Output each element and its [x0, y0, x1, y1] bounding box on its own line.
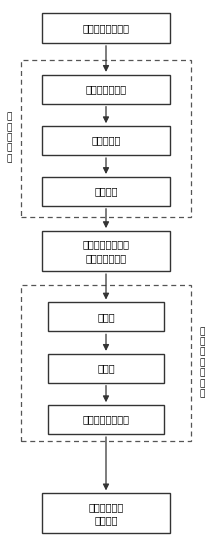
Text: 基于局部最大类间
方差的图像分割: 基于局部最大类间 方差的图像分割 — [82, 239, 130, 263]
Bar — [21, 285, 191, 441]
Bar — [48, 302, 164, 331]
Bar — [42, 231, 170, 271]
Text: 感兴趣区域裁剪: 感兴趣区域裁剪 — [85, 84, 127, 94]
Bar — [42, 126, 170, 155]
Bar — [42, 12, 170, 44]
Text: 中值滤波: 中值滤波 — [94, 186, 118, 196]
Text: 数
学
形
态
学
处
理: 数 学 形 态 学 处 理 — [200, 327, 205, 398]
Text: 输出手指静脉
纹路图像: 输出手指静脉 纹路图像 — [88, 502, 124, 525]
Bar — [42, 493, 170, 533]
Bar — [48, 405, 164, 434]
Bar — [48, 354, 164, 383]
Text: 输入手背静脉图像: 输入手背静脉图像 — [82, 23, 130, 33]
Text: 击中与击不中变换: 击中与击不中变换 — [82, 415, 130, 425]
Bar — [21, 60, 191, 217]
Text: 图
像
预
处
理: 图 像 预 处 理 — [7, 113, 12, 163]
Bar — [42, 75, 170, 104]
Text: 直方图均衡: 直方图均衡 — [91, 136, 121, 146]
Bar — [42, 177, 170, 206]
Text: 开运算: 开运算 — [97, 312, 115, 322]
Text: 闭运算: 闭运算 — [97, 363, 115, 373]
